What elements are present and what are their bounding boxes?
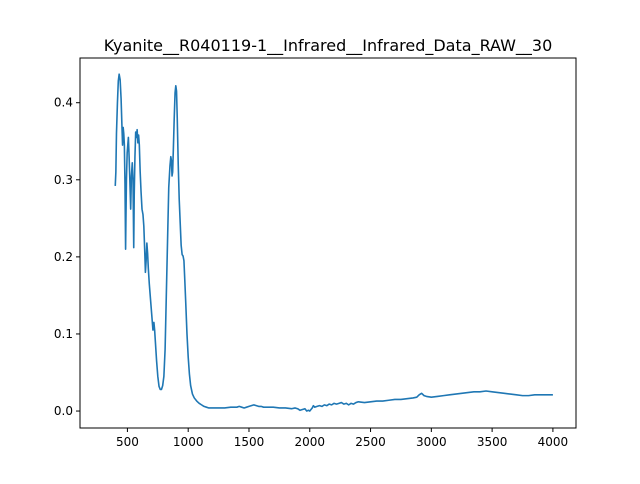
x-tick-label: 500 (116, 435, 139, 449)
x-tick-label: 3000 (416, 435, 447, 449)
y-axis-ticks: 0.0 0.1 0.2 0.3 0.4 (54, 96, 80, 418)
series-line-0 (114, 73, 553, 412)
x-tick-label: 2500 (355, 435, 386, 449)
y-tick-label: 0.2 (54, 250, 73, 264)
x-tick-label: 3500 (477, 435, 508, 449)
x-tick-label: 4000 (538, 435, 569, 449)
chart-title: Kyanite__R040119-1__Infrared__Infrared_D… (104, 36, 553, 56)
series-layer (114, 73, 553, 412)
y-tick-label: 0.4 (54, 96, 73, 110)
x-tick-label: 1000 (173, 435, 204, 449)
x-tick-label: 1500 (234, 435, 265, 449)
y-tick-label: 0.1 (54, 327, 73, 341)
plot-frame (79, 57, 577, 429)
x-tick-label: 2000 (294, 435, 325, 449)
y-tick-label: 0.0 (54, 404, 73, 418)
y-tick-label: 0.3 (54, 173, 73, 187)
x-axis-ticks: 500 1000 1500 2000 2500 3000 3500 4000 (116, 428, 568, 449)
